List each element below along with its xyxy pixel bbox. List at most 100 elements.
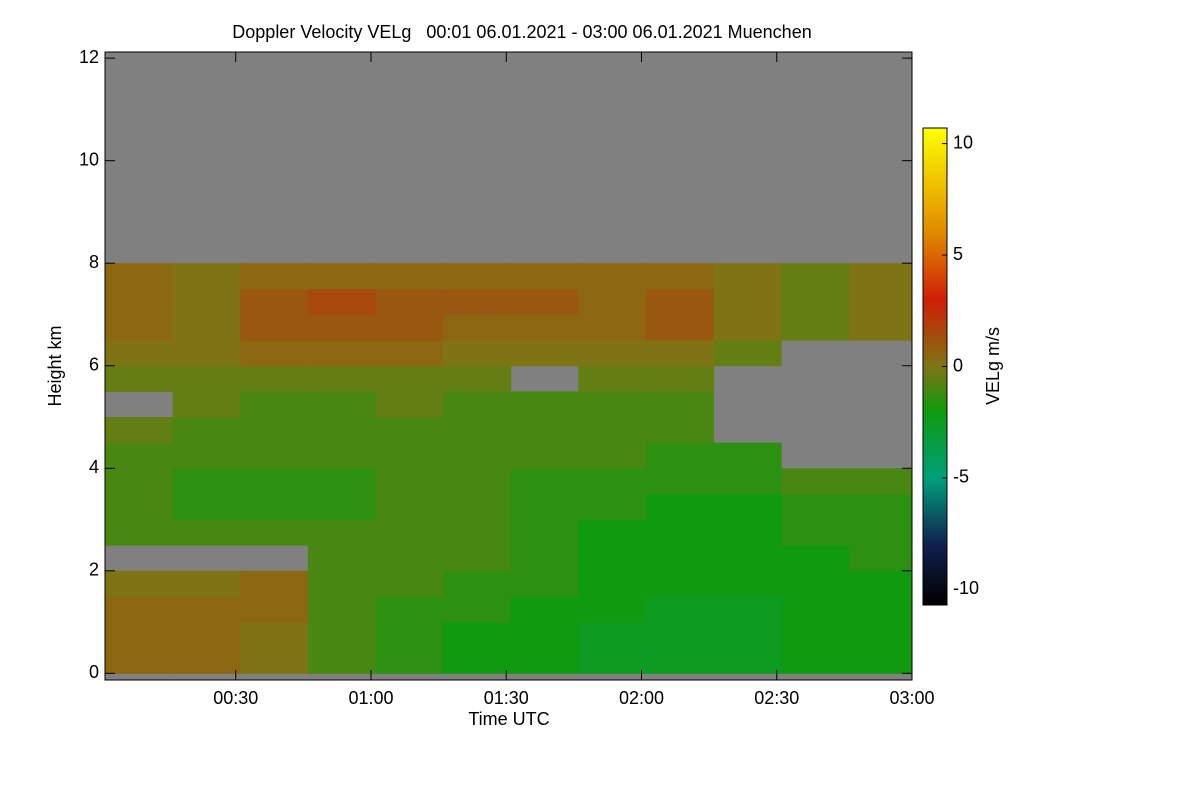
heat-cell [307,340,377,367]
heat-cell [578,622,647,649]
heat-cell [646,596,715,623]
heat-cell [848,622,913,649]
heat-cell [375,622,444,649]
heat-cell [375,493,444,521]
heat-cell [578,263,647,290]
heat-cell [172,391,241,418]
heat-cell [105,365,174,392]
heat-cell [781,622,850,649]
heat-cell [307,570,377,597]
heat-cell [240,519,309,546]
heat-cell [713,340,782,367]
heat-cell [848,288,913,315]
heat-cell [375,442,444,469]
heat-cell [646,519,715,546]
heat-cell [713,263,782,290]
heat-cell [443,570,512,597]
heat-cell [848,596,913,623]
heat-cell [510,442,579,469]
heat-cell [375,391,444,418]
heat-cell [646,288,715,315]
heat-cell [646,391,715,418]
heat-cell [307,468,377,495]
heat-cell [646,493,715,521]
heat-cell [307,263,377,290]
heat-cell [375,288,444,315]
heat-cell [443,391,512,418]
heat-cell [713,493,782,521]
heat-cell [307,442,377,469]
colorbar-tick-label: -5 [953,467,969,487]
heat-cell [578,340,647,367]
heat-cell [443,340,512,367]
heat-cell [443,365,512,392]
heat-cell [713,622,782,649]
heat-cell [510,519,579,546]
heat-cell [172,622,241,649]
heat-cell [781,468,850,495]
colorbar-tick-label: 0 [953,355,963,375]
heat-cell [848,493,913,521]
heat-cell [240,596,309,623]
heat-cell [510,288,579,315]
heat-cell [240,493,309,521]
heat-cell [578,391,647,418]
heat-cell [646,442,715,469]
heat-cell [443,596,512,623]
heat-cell [172,596,241,623]
x-tick-label: 00:30 [213,688,258,708]
heat-cell [240,288,309,315]
heat-cell [443,468,512,495]
y-tick-label: 0 [89,662,99,682]
heat-cell [172,519,241,546]
heat-cell [848,545,913,572]
heat-cell [646,365,715,392]
heat-cell [375,596,444,623]
heat-cell [848,647,913,674]
heat-cell [713,442,782,469]
heat-cell [848,263,913,290]
heat-cell [307,545,377,572]
heat-cell [646,340,715,367]
heat-cell [105,263,174,290]
heat-cell [443,519,512,546]
heat-cell [578,417,647,444]
heat-cell [578,365,647,392]
heat-cell [375,417,444,444]
heat-cell [105,622,174,649]
heat-cell [105,647,174,674]
heat-cell [578,493,647,521]
x-tick-label: 03:00 [889,688,934,708]
heat-cell [646,417,715,444]
heat-cell [105,519,174,546]
heat-cell [240,391,309,418]
heat-cell [713,570,782,597]
heat-cell [172,340,241,367]
heat-cell [578,468,647,495]
heat-cell [240,340,309,367]
heat-cell [375,340,444,367]
heat-cell [172,417,241,444]
heat-cell [510,493,579,521]
heat-cell [443,647,512,674]
colorbar-tick-label: 10 [953,132,973,152]
heat-cell [510,391,579,418]
heat-cell [443,622,512,649]
heat-cell [781,519,850,546]
heat-cell [646,545,715,572]
heat-cell [510,340,579,367]
heat-cell [781,570,850,597]
chart-title: Doppler Velocity VELg 00:01 06.01.2021 -… [232,22,811,42]
heat-cell [105,493,174,521]
heat-cell [375,468,444,495]
heat-cell [105,596,174,623]
heat-cell [105,442,174,469]
heat-cell [240,468,309,495]
heat-cell [172,468,241,495]
heat-cell [375,365,444,392]
heat-cell [646,468,715,495]
heat-cell [375,545,444,572]
heat-cell [105,314,174,341]
y-tick-label: 8 [89,252,99,272]
heat-cell [240,314,309,341]
